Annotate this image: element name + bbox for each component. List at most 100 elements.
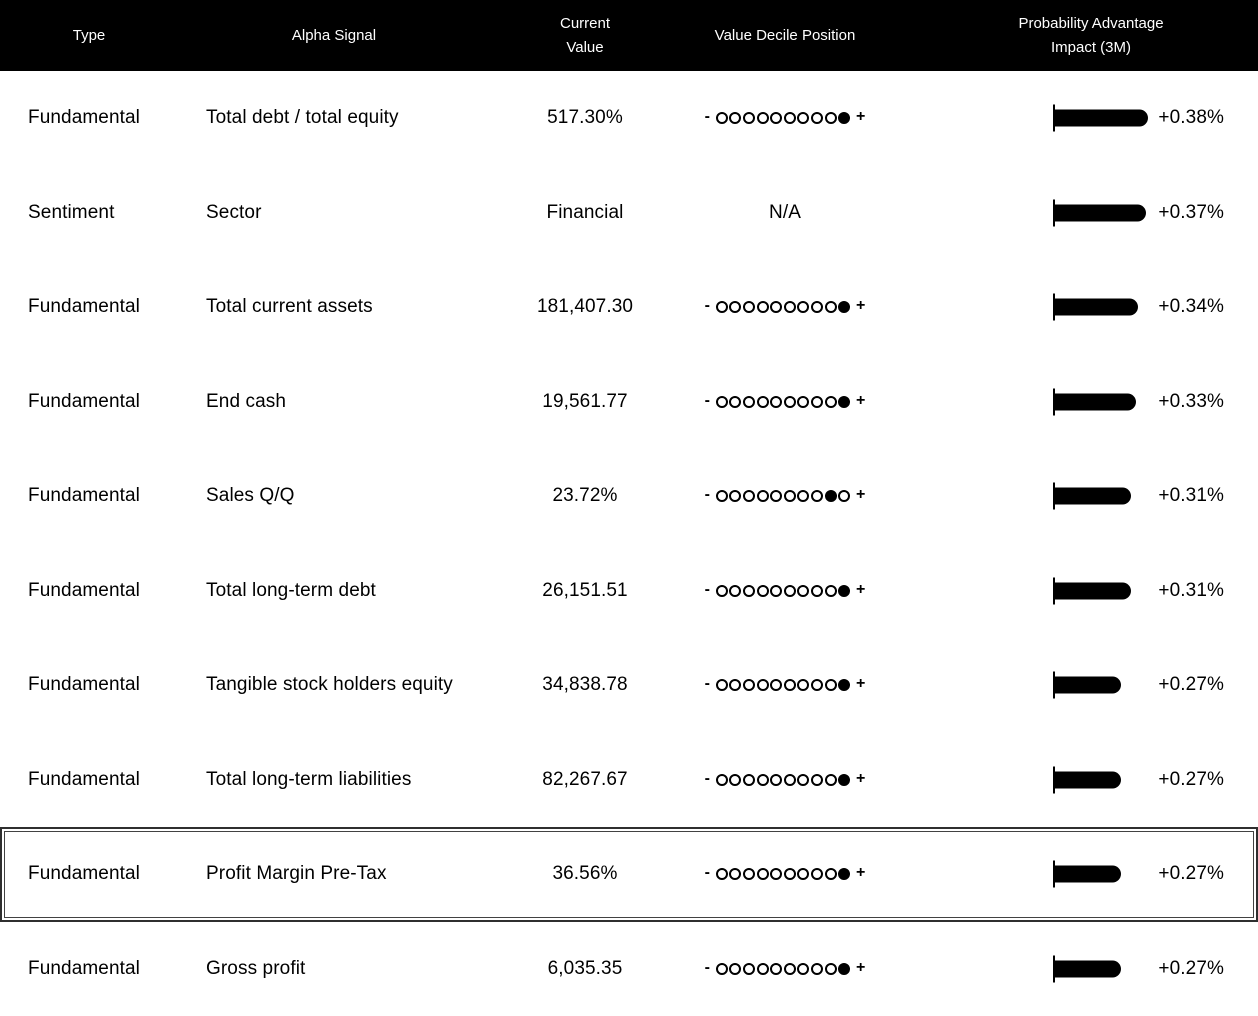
decile-position: N/A xyxy=(680,202,890,224)
decile-dot xyxy=(743,773,755,786)
decile-dot xyxy=(715,301,728,314)
decile-dot xyxy=(756,773,769,786)
decile-dot-filled xyxy=(838,868,851,881)
decile-dot xyxy=(729,773,742,786)
col-header-current-value: Current Value xyxy=(490,12,680,60)
decile-min-label: - xyxy=(704,769,711,787)
decile-max-label: + xyxy=(855,864,866,882)
decile-dot-filled xyxy=(838,773,851,786)
row-signal: Sales Q/Q xyxy=(206,485,295,507)
col-header-type: Type xyxy=(0,24,178,48)
decile-dot xyxy=(824,679,837,692)
impact-bar xyxy=(1055,865,1122,883)
decile-dot-filled xyxy=(838,584,851,597)
decile-dot xyxy=(783,962,796,975)
decile-dot-filled xyxy=(838,112,851,125)
decile-max-label: + xyxy=(855,391,866,409)
decile-dot xyxy=(797,490,810,503)
row-type: Fundamental xyxy=(28,768,141,790)
decile-dot xyxy=(756,962,769,975)
decile-dot xyxy=(743,112,755,125)
decile-na: N/A xyxy=(769,201,801,223)
row-type: Fundamental xyxy=(28,390,141,412)
impact-cell: +0.34% xyxy=(890,260,1258,355)
decile-dot xyxy=(743,679,755,692)
decile-position: - + xyxy=(680,959,890,977)
decile-dot xyxy=(797,301,810,314)
table-row[interactable]: Fundamental Total long-term liabilities … xyxy=(0,732,1258,827)
decile-dot xyxy=(783,773,796,786)
decile-dot xyxy=(797,962,810,975)
row-current-value: 19,561.77 xyxy=(542,390,628,412)
impact-cell: +0.27% xyxy=(890,638,1258,733)
impact-cell: +0.38% xyxy=(890,71,1258,166)
table-row[interactable]: Sentiment Sector Financial N/A +0.37% xyxy=(0,165,1258,260)
col-header-current-value-label: Current Value xyxy=(559,14,611,56)
impact-bar xyxy=(1055,960,1122,978)
table-row[interactable]: Fundamental Total current assets 181,407… xyxy=(0,260,1258,355)
decile-min-label: - xyxy=(704,675,711,693)
table-row[interactable]: Fundamental Gross profit 6,035.35 - + +0.… xyxy=(0,921,1258,1016)
decile-position: - + xyxy=(680,487,890,504)
row-current-value: 82,267.67 xyxy=(542,768,628,790)
impact-value: +0.38% xyxy=(1158,107,1224,129)
row-current-value: 26,151.51 xyxy=(542,579,628,601)
impact-value: +0.27% xyxy=(1158,957,1224,979)
table-row[interactable]: Fundamental End cash 19,561.77 - + +0.33% xyxy=(0,354,1258,449)
decile-dot-filled xyxy=(838,962,851,975)
decile-position: - + xyxy=(680,391,890,410)
decile-dot xyxy=(783,395,796,408)
decile-dot xyxy=(797,679,810,692)
decile-position: - + xyxy=(680,769,890,788)
decile-dot xyxy=(810,490,823,503)
row-current-value: 36.56% xyxy=(552,863,618,885)
decile-dot xyxy=(729,301,742,314)
col-header-alpha-signal: Alpha Signal xyxy=(178,24,490,48)
decile-dot xyxy=(783,490,796,503)
impact-cell: +0.31% xyxy=(890,544,1258,639)
row-current-value: 23.72% xyxy=(552,485,618,507)
decile-max-label: + xyxy=(855,108,866,126)
decile-dot xyxy=(770,868,783,881)
row-type: Fundamental xyxy=(28,957,141,979)
decile-dot xyxy=(715,584,728,597)
row-type: Fundamental xyxy=(28,107,141,129)
impact-cell: +0.27% xyxy=(890,827,1258,922)
decile-dot xyxy=(756,679,769,692)
decile-dot xyxy=(810,679,823,692)
col-header-probability-advantage-impact: Probability Advantage Impact (3M) xyxy=(890,12,1258,60)
bar-axis-tick xyxy=(1053,766,1055,794)
decile-dot xyxy=(743,395,755,408)
decile-dot xyxy=(770,962,783,975)
bar-axis-tick xyxy=(1053,199,1055,227)
decile-dot xyxy=(824,868,837,881)
decile-min-label: - xyxy=(704,297,711,315)
impact-value: +0.33% xyxy=(1158,390,1224,412)
table-row[interactable]: Fundamental Tangible stock holders equit… xyxy=(0,638,1258,733)
decile-dot xyxy=(715,395,728,408)
decile-position: - + xyxy=(680,675,890,693)
decile-max-label: + xyxy=(855,675,866,693)
row-current-value: 34,838.78 xyxy=(542,674,628,696)
table-row[interactable]: Fundamental Total debt / total equity 51… xyxy=(0,71,1258,166)
impact-bar xyxy=(1055,393,1136,411)
bar-axis-tick xyxy=(1053,577,1055,605)
decile-dot xyxy=(756,112,769,125)
row-signal: Total long-term liabilities xyxy=(206,768,412,790)
table-row[interactable]: Fundamental Total long-term debt 26,151.… xyxy=(0,543,1258,639)
impact-value: +0.37% xyxy=(1158,201,1224,223)
impact-bar xyxy=(1055,204,1146,222)
table-row[interactable]: Fundamental Sales Q/Q 23.72% - + +0.31% xyxy=(0,449,1258,544)
decile-dot xyxy=(729,395,742,408)
bar-axis-tick xyxy=(1053,860,1055,888)
row-signal: End cash xyxy=(206,390,287,412)
decile-dot xyxy=(797,773,810,786)
table-row[interactable]: Fundamental Profit Margin Pre-Tax 36.56%… xyxy=(0,827,1258,922)
decile-max-label: + xyxy=(855,769,866,787)
col-header-probability-advantage-impact-label: Probability Advantage Impact (3M) xyxy=(1018,14,1164,56)
decile-dot xyxy=(756,868,769,881)
col-header-value-decile-position-label: Value Decile Position xyxy=(714,26,856,44)
impact-bar xyxy=(1055,771,1122,789)
decile-dot xyxy=(770,301,783,314)
